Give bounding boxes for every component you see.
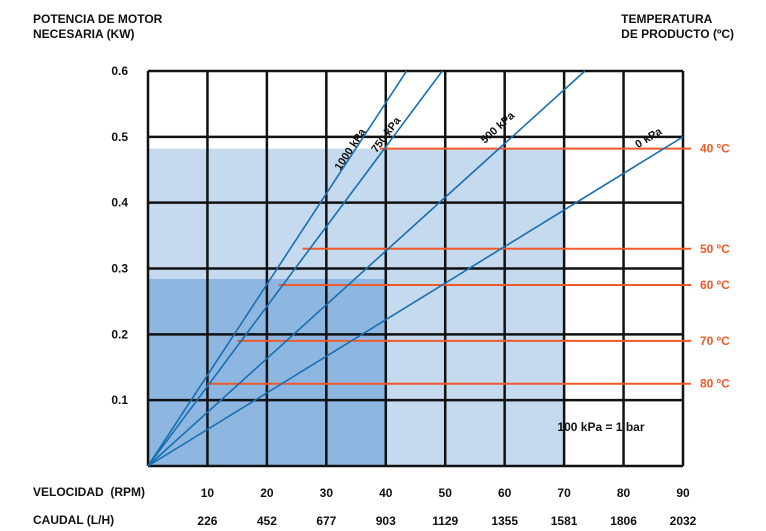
- x-tick-label-20: 20: [260, 486, 274, 500]
- series-line-1: [147, 70, 408, 467]
- x-tick-label-80: 80: [617, 486, 631, 500]
- series-label-3: 500 kPa: [479, 109, 518, 146]
- y-tick-label-0.6: 0.6: [111, 64, 128, 78]
- temperature-label-1: 40 ºC: [700, 142, 730, 156]
- caudal-tick-label-1129: 1129: [432, 514, 458, 528]
- temperature-label-2: 50 ºC: [700, 242, 730, 256]
- y-tick-label-0.1: 0.1: [111, 393, 128, 407]
- y2-axis-title-line-1: TEMPERATURA: [621, 12, 713, 26]
- series-line-3: [147, 70, 586, 467]
- y-tick-label-0.4: 0.4: [111, 196, 128, 210]
- x-tick-label-90: 90: [676, 486, 690, 500]
- x-row-label-velocidad: VELOCIDAD (RPM): [33, 485, 145, 499]
- x-tick-label-60: 60: [498, 486, 512, 500]
- y2-axis-title: TEMPERATURA DE PRODUCTO (ºC): [621, 12, 734, 42]
- caudal-tick-label-1806: 1806: [610, 514, 637, 528]
- temperature-label-3: 60 ºC: [700, 278, 730, 292]
- y-tick-label-0.5: 0.5: [111, 130, 128, 144]
- y-tick-label-0.3: 0.3: [111, 262, 128, 276]
- grid-layer: [146, 69, 685, 468]
- x-row-label-caudal: CAUDAL (L/H): [33, 513, 115, 527]
- tick-labels-layer: 0.1 0.2 0.3 0.4 0.5 0.6 10 226 20 452 30 677 40 903 50…: [111, 64, 696, 528]
- temperature-label-4: 70 ºC: [700, 334, 730, 348]
- series-label-4: 0 kPa: [633, 125, 665, 151]
- y-axis-title-line-2: NECESARIA (KW): [33, 27, 135, 41]
- caudal-tick-label-1355: 1355: [491, 514, 518, 528]
- y-axis-title-line-1: POTENCIA DE MOTOR: [33, 12, 163, 26]
- x-tick-label-70: 70: [557, 486, 571, 500]
- y-tick-label-0.2: 0.2: [111, 327, 128, 341]
- temperature-label-5: 80 ºC: [700, 377, 730, 391]
- caudal-tick-label-452: 452: [257, 514, 277, 528]
- series-line-4: [147, 136, 684, 467]
- x-tick-label-40: 40: [379, 486, 393, 500]
- caudal-tick-label-1581: 1581: [551, 514, 578, 528]
- caudal-tick-label-677: 677: [316, 514, 336, 528]
- x-tick-label-50: 50: [439, 486, 453, 500]
- caudal-tick-label-2032: 2032: [670, 514, 697, 528]
- x-tick-label-10: 10: [201, 486, 215, 500]
- x-tick-label-30: 30: [320, 486, 334, 500]
- caudal-tick-label-226: 226: [197, 514, 217, 528]
- y2-axis-title-line-2: DE PRODUCTO (ºC): [621, 27, 734, 41]
- note-label: 100 kPa = 1 bar: [557, 420, 644, 434]
- regions-layer: [148, 148, 565, 466]
- series-line-2: [147, 70, 443, 467]
- caudal-tick-label-903: 903: [376, 514, 396, 528]
- y-axis-title: POTENCIA DE MOTOR NECESARIA (KW): [33, 12, 162, 42]
